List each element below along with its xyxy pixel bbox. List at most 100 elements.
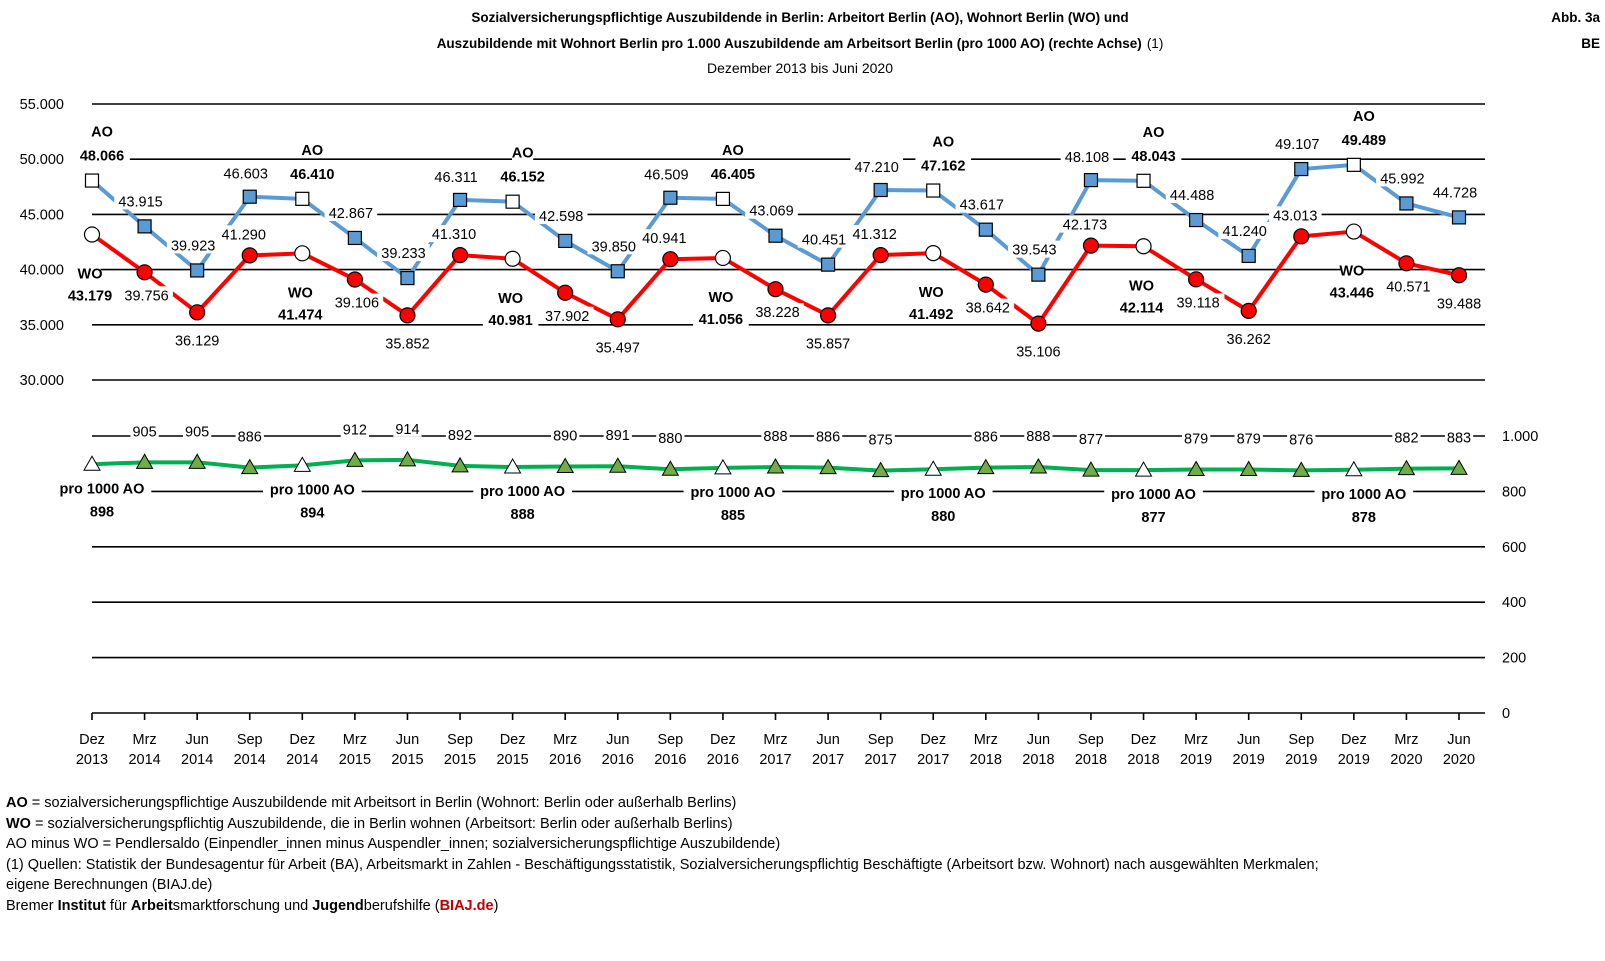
wo-value-label: 43.446 bbox=[1330, 286, 1374, 302]
wo-marker bbox=[1240, 302, 1257, 319]
ao-marker bbox=[1346, 157, 1361, 172]
label-background bbox=[507, 505, 538, 523]
pro1000-marker bbox=[714, 458, 732, 475]
wo-marker bbox=[504, 250, 521, 267]
wo-value-label: 43.013 bbox=[1273, 208, 1317, 224]
label-background bbox=[1268, 206, 1322, 224]
pro1000-tag-label: pro 1000 AO bbox=[901, 486, 986, 502]
label-background bbox=[381, 334, 434, 352]
ao-tag-label: AO bbox=[301, 143, 323, 159]
ao-marker bbox=[1031, 267, 1046, 282]
label-background bbox=[1376, 169, 1429, 187]
label-background bbox=[512, 143, 534, 161]
region-label: BE bbox=[1581, 36, 1600, 51]
label-background bbox=[705, 164, 761, 182]
label-background bbox=[1432, 294, 1486, 312]
pro1000-value-label: 891 bbox=[606, 428, 630, 444]
label-background bbox=[324, 203, 378, 221]
pro1000-marker bbox=[83, 455, 101, 471]
series-markers bbox=[83, 157, 1468, 478]
pro1000-value-label: 886 bbox=[238, 430, 262, 446]
ao-value-label: 42.598 bbox=[539, 209, 583, 225]
label-background bbox=[1060, 148, 1114, 166]
ao-marker bbox=[242, 189, 257, 204]
label-background bbox=[170, 331, 224, 349]
label-background bbox=[1336, 130, 1392, 148]
x-tick-label-year: 2017 bbox=[917, 752, 949, 768]
ao-value-label: 48.043 bbox=[1131, 149, 1175, 165]
pro1000-marker bbox=[240, 458, 259, 475]
wo-value-label: 39.488 bbox=[1437, 296, 1481, 312]
wo-value-label: 38.642 bbox=[966, 301, 1010, 317]
ao-marker bbox=[820, 257, 836, 272]
left-axis-ticks: 30.000 35.000 40.000 45.000 50.000 55.000 bbox=[20, 97, 64, 389]
ao-marker bbox=[1399, 196, 1414, 211]
label-background bbox=[120, 286, 173, 304]
label-background bbox=[540, 306, 594, 324]
x-tick-label-month: Mrz bbox=[343, 732, 367, 748]
x-tick-label-month: Dez bbox=[79, 732, 105, 748]
wo-tag-label: WO bbox=[78, 267, 103, 283]
ao-value-label: 43.069 bbox=[749, 204, 793, 220]
pro1000-marker bbox=[293, 456, 312, 472]
label-background bbox=[1142, 122, 1165, 140]
x-tick-label-month: Dez bbox=[1131, 732, 1157, 748]
x-tick-label-year: 2016 bbox=[707, 752, 739, 768]
ao-value-label: 40.451 bbox=[802, 233, 846, 249]
label-background bbox=[638, 229, 691, 247]
label-background bbox=[1234, 429, 1263, 447]
data-labels: AO 48.066 43.915 39.923 46.603 AO 46.410 42.867… bbox=[52, 106, 1486, 526]
pro1000-tag-label: pro 1000 AO bbox=[480, 484, 565, 500]
x-tick-label-month: Mrz bbox=[1184, 732, 1208, 748]
wo-marker bbox=[609, 311, 626, 328]
right-tick-label: 1.000 bbox=[1502, 429, 1538, 445]
note-sources-1: (1) Quellen: Statistik der Bundesagentur… bbox=[6, 856, 1319, 873]
pro1000-value-label: 877 bbox=[1141, 510, 1165, 526]
pro1000-value-label: 883 bbox=[1447, 430, 1471, 446]
wo-value-label: 39.106 bbox=[335, 295, 379, 311]
label-background bbox=[330, 293, 384, 311]
wo-value-label: 40.571 bbox=[1386, 279, 1430, 295]
pro1000-value-label: 905 bbox=[185, 424, 209, 440]
x-tick-label-month: Dez bbox=[710, 732, 736, 748]
ao-value-label: 43.617 bbox=[960, 198, 1004, 214]
label-background bbox=[284, 164, 341, 182]
label-background bbox=[1348, 507, 1379, 525]
left-tick-label: 40.000 bbox=[20, 263, 64, 279]
label-background bbox=[1324, 283, 1380, 301]
x-tick-label-year: 2014 bbox=[128, 752, 160, 768]
pro1000-value-label: 912 bbox=[343, 422, 367, 438]
pro1000-marker bbox=[924, 460, 943, 476]
wo-tag-label: WO bbox=[919, 285, 944, 301]
x-tick-label-month: Mrz bbox=[974, 732, 998, 748]
pro1000-value-label: 879 bbox=[1184, 432, 1208, 448]
right-tick-label: 0 bbox=[1502, 706, 1510, 722]
x-tick-label-month: Jun bbox=[606, 732, 629, 748]
ao-marker bbox=[347, 230, 362, 246]
x-tick-label-year: 2017 bbox=[759, 752, 791, 768]
wo-tag-label: WO bbox=[498, 291, 523, 307]
wo-value-label: 39.118 bbox=[1176, 295, 1219, 311]
x-tick-label-month: Dez bbox=[289, 732, 315, 748]
x-tick-label-year: 2019 bbox=[1338, 752, 1370, 768]
ao-marker bbox=[452, 192, 468, 208]
biaj-link[interactable]: BIAJ.de bbox=[439, 897, 494, 914]
wo-marker bbox=[977, 276, 994, 293]
x-tick-label-year: 2017 bbox=[865, 752, 897, 768]
x-tick-label-month: Jun bbox=[1447, 732, 1470, 748]
figure-label: Abb. 3a bbox=[1551, 10, 1600, 25]
label-background bbox=[272, 305, 329, 323]
label-background bbox=[534, 206, 588, 224]
ao-value-label: 46.152 bbox=[500, 170, 544, 186]
x-tick-label-year: 2019 bbox=[1285, 752, 1317, 768]
wo-marker bbox=[925, 245, 942, 262]
ao-value-label: 47.162 bbox=[921, 159, 965, 175]
x-tick-label-month: Dez bbox=[920, 732, 946, 748]
ao-value-label: 49.489 bbox=[1342, 133, 1386, 149]
wo-value-label: 35.857 bbox=[806, 336, 850, 352]
label-background bbox=[87, 502, 117, 520]
wo-value-label: 35.106 bbox=[1016, 345, 1060, 361]
label-background bbox=[1113, 298, 1170, 316]
pro1000-value-label: 898 bbox=[90, 504, 114, 520]
pro1000-value-label: 876 bbox=[1289, 432, 1313, 448]
